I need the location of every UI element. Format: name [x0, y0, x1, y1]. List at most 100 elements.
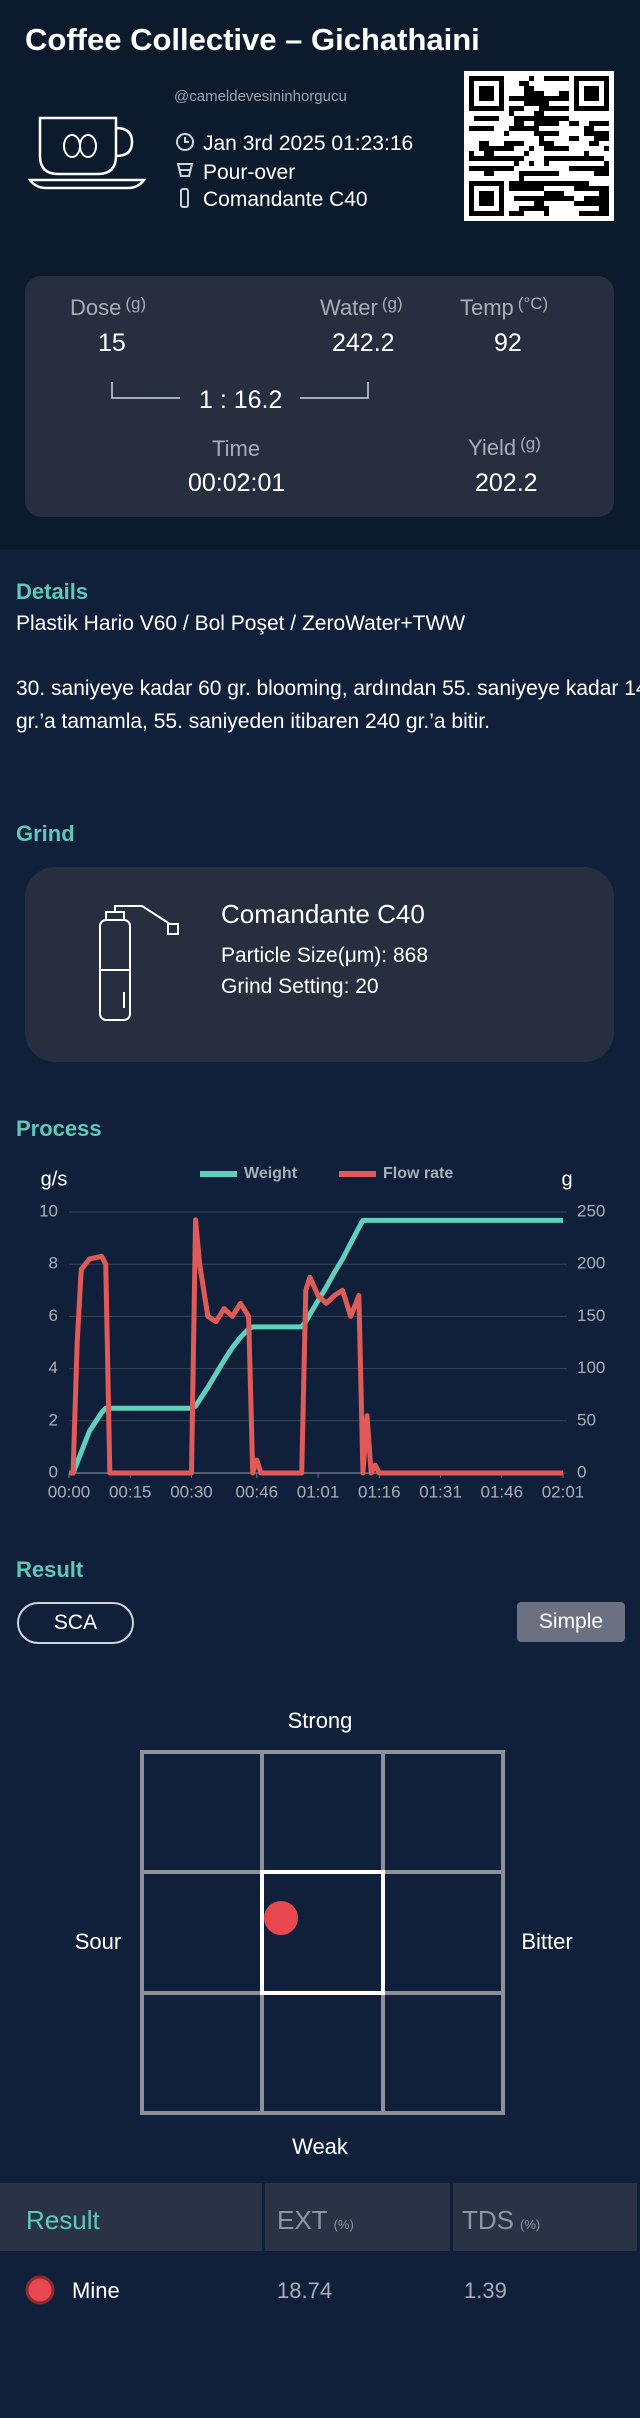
qr-module [604, 206, 609, 211]
qr-module [559, 106, 564, 111]
qr-module [534, 196, 539, 201]
water-label-text: Water [320, 295, 378, 320]
qr-module [554, 106, 559, 111]
qr-module [584, 131, 589, 136]
y2-tick-label: 150 [577, 1306, 605, 1325]
x-tick-label: 02:01 [542, 1482, 585, 1501]
qr-module [539, 181, 544, 186]
qr-module [504, 146, 509, 151]
compass-right: Bitter [521, 1929, 572, 1954]
row-ext: 18.74 [277, 2278, 333, 2303]
yield-unit: (g) [520, 434, 541, 453]
y2-tick-label: 0 [577, 1462, 586, 1481]
qr-module [479, 141, 484, 146]
qr-module [579, 156, 584, 161]
qr-module [599, 136, 604, 141]
qr-module [589, 156, 594, 161]
qr-module [544, 161, 549, 166]
qr-module [534, 186, 539, 191]
qr-module [529, 96, 534, 101]
qr-module [579, 186, 584, 191]
y2-tick-label: 100 [577, 1358, 605, 1377]
qr-module [539, 116, 544, 121]
qr-module [554, 96, 559, 101]
grinder-icon [99, 905, 179, 1021]
qr-module [474, 166, 479, 171]
recipe-card [25, 276, 614, 517]
qr-module [604, 211, 609, 216]
qr-module [549, 106, 554, 111]
qr-module [544, 211, 549, 216]
qr-module [599, 186, 604, 191]
y-tick-label: 0 [49, 1462, 58, 1481]
qr-module [519, 186, 524, 191]
qr-module [559, 76, 564, 81]
qr-module [519, 106, 524, 111]
qr-module [509, 156, 514, 161]
qr-module [504, 141, 509, 146]
dose-label-text: Dose [70, 295, 122, 320]
qr-module [519, 141, 524, 146]
x-tick-label: 00:30 [170, 1482, 213, 1501]
qr-module [574, 121, 579, 126]
qr-module [514, 186, 519, 191]
qr-module [489, 126, 494, 131]
qr-module [479, 126, 484, 131]
qr-module [544, 141, 549, 146]
dose-label: Dose (g) [70, 294, 146, 321]
qr-module [589, 201, 594, 206]
qr-module [544, 101, 549, 106]
qr-module [479, 146, 484, 151]
qr-module [569, 181, 574, 186]
qr-module [594, 196, 599, 201]
qr-module [534, 171, 539, 176]
qr-module [529, 186, 534, 191]
qr-module [514, 156, 519, 161]
qr-module [584, 181, 589, 186]
qr-module [524, 126, 529, 131]
username: @cameldevesininhorgucu [174, 88, 347, 105]
legend-label: Flow rate [383, 1165, 453, 1182]
qr-module [544, 196, 549, 201]
qr-module [559, 116, 564, 121]
qr-module [549, 141, 554, 146]
qr-module [579, 211, 584, 216]
qr-module [554, 171, 559, 176]
qr-module [524, 81, 529, 86]
sca-button[interactable]: SCA [17, 1602, 134, 1644]
qr-module [599, 156, 604, 161]
table-header-tds: TDS [462, 2205, 514, 2235]
qr-module [589, 126, 594, 131]
dose-unit: (g) [125, 294, 147, 313]
qr-module [539, 96, 544, 101]
qr-module [479, 191, 494, 206]
qr-module [529, 161, 534, 166]
qr-module [584, 151, 589, 156]
qr-module [569, 121, 574, 126]
compass-top: Strong [288, 1708, 353, 1733]
x-tick-label: 00:00 [48, 1482, 91, 1501]
qr-module [514, 141, 519, 146]
yield-value: 202.2 [475, 469, 538, 497]
qr-module [529, 101, 534, 106]
simple-button[interactable]: Simple [517, 1602, 625, 1642]
qr-module [594, 156, 599, 161]
qr-module [484, 126, 489, 131]
qr-module [579, 201, 584, 206]
qr-module [514, 181, 519, 186]
qr-module [604, 191, 609, 196]
qr-module [544, 156, 549, 161]
qr-module [589, 131, 594, 136]
qr-module [544, 76, 549, 81]
qr-module [584, 211, 589, 216]
qr-module [604, 196, 609, 201]
y2-tick-label: 250 [577, 1201, 605, 1220]
series-line [69, 1217, 563, 1476]
qr-module [524, 206, 529, 211]
qr-module [549, 121, 554, 126]
water-unit: (g) [381, 294, 403, 313]
qr-module [519, 121, 524, 126]
qr-module [544, 191, 549, 196]
